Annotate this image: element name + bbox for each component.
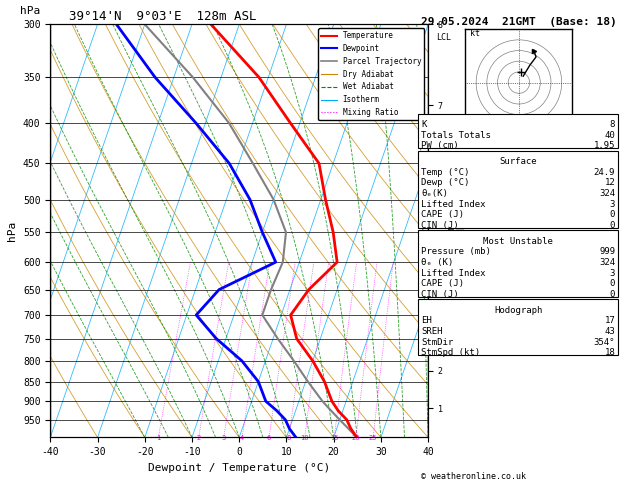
Text: 10: 10 — [301, 435, 309, 441]
Text: LCL: LCL — [436, 33, 451, 42]
Text: CAPE (J): CAPE (J) — [421, 210, 464, 220]
Text: 324: 324 — [599, 189, 615, 198]
Text: Pressure (mb): Pressure (mb) — [421, 247, 491, 257]
Text: K: K — [421, 120, 427, 129]
Text: 3: 3 — [610, 269, 615, 278]
Text: 0: 0 — [610, 210, 615, 220]
Text: StmSpd (kt): StmSpd (kt) — [421, 348, 481, 358]
Text: 40: 40 — [604, 131, 615, 140]
Text: 999: 999 — [599, 247, 615, 257]
Text: 39°14'N  9°03'E  128m ASL: 39°14'N 9°03'E 128m ASL — [69, 10, 257, 23]
Text: Totals Totals: Totals Totals — [421, 131, 491, 140]
Text: 354°: 354° — [594, 338, 615, 347]
Text: CAPE (J): CAPE (J) — [421, 279, 464, 289]
Text: 29.05.2024  21GMT  (Base: 18): 29.05.2024 21GMT (Base: 18) — [421, 17, 617, 27]
Text: kt: kt — [470, 29, 480, 37]
Text: SREH: SREH — [421, 327, 443, 336]
Text: 8: 8 — [287, 435, 291, 441]
Text: 15: 15 — [330, 435, 338, 441]
Y-axis label: km
ASL: km ASL — [445, 222, 467, 240]
Text: Hodograph: Hodograph — [494, 306, 542, 315]
Text: hPa: hPa — [20, 6, 40, 16]
Text: 1.95: 1.95 — [594, 141, 615, 151]
Text: θₑ(K): θₑ(K) — [421, 189, 448, 198]
Text: CIN (J): CIN (J) — [421, 290, 459, 299]
Text: Dewp (°C): Dewp (°C) — [421, 178, 470, 188]
Text: 3: 3 — [221, 435, 226, 441]
Text: 17: 17 — [604, 316, 615, 326]
Text: 18: 18 — [604, 348, 615, 358]
Text: 324: 324 — [599, 258, 615, 267]
Text: 4: 4 — [240, 435, 244, 441]
Text: Most Unstable: Most Unstable — [483, 237, 554, 246]
Text: θₑ (K): θₑ (K) — [421, 258, 454, 267]
Text: 6: 6 — [267, 435, 271, 441]
Text: PW (cm): PW (cm) — [421, 141, 459, 151]
Text: Temp (°C): Temp (°C) — [421, 168, 470, 177]
Text: 43: 43 — [604, 327, 615, 336]
Legend: Temperature, Dewpoint, Parcel Trajectory, Dry Adiabat, Wet Adiabat, Isotherm, Mi: Temperature, Dewpoint, Parcel Trajectory… — [318, 28, 425, 120]
Text: StmDir: StmDir — [421, 338, 454, 347]
Text: © weatheronline.co.uk: © weatheronline.co.uk — [421, 472, 526, 481]
Text: 1: 1 — [156, 435, 160, 441]
Text: 25: 25 — [369, 435, 377, 441]
Text: 20: 20 — [352, 435, 360, 441]
X-axis label: Dewpoint / Temperature (°C): Dewpoint / Temperature (°C) — [148, 463, 330, 473]
Text: 24.9: 24.9 — [594, 168, 615, 177]
Text: 2: 2 — [197, 435, 201, 441]
Text: 0: 0 — [610, 221, 615, 230]
Text: 0: 0 — [610, 290, 615, 299]
Text: 12: 12 — [604, 178, 615, 188]
Text: CIN (J): CIN (J) — [421, 221, 459, 230]
Text: Lifted Index: Lifted Index — [421, 269, 486, 278]
Text: 0: 0 — [610, 279, 615, 289]
Text: 8: 8 — [610, 120, 615, 129]
Y-axis label: hPa: hPa — [8, 221, 18, 241]
Text: EH: EH — [421, 316, 432, 326]
Text: Surface: Surface — [499, 157, 537, 166]
Text: 3: 3 — [610, 200, 615, 209]
Text: Lifted Index: Lifted Index — [421, 200, 486, 209]
